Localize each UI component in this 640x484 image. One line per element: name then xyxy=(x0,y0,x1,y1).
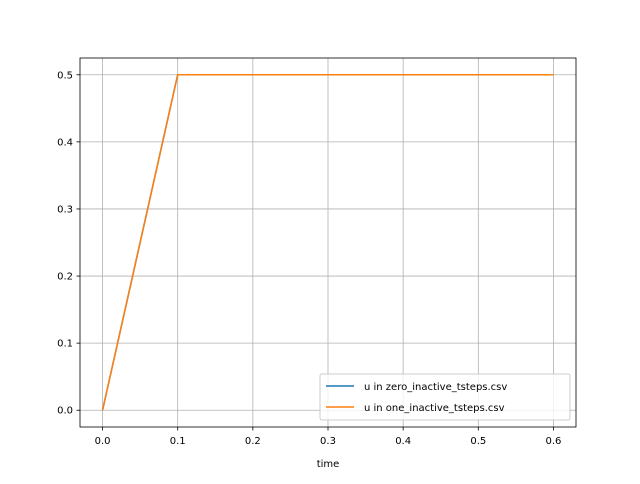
y-tick-label: 0.3 xyxy=(57,204,73,215)
x-tick-label: 0.3 xyxy=(320,436,336,447)
legend-box xyxy=(319,373,571,421)
ticks: 0.0 0.1 0.2 0.3 0.4 0.5 0.6 0.0 0.1 0.2 0.3 0.4 0.5 xyxy=(57,70,561,447)
y-tick-label: 0.1 xyxy=(57,339,73,350)
legend-label-0: u in zero_inactive_tsteps.csv xyxy=(364,382,507,393)
x-tick-label: 0.2 xyxy=(245,436,261,447)
legend-label-1: u in one_inactive_tsteps.csv xyxy=(364,403,505,414)
y-tick-label: 0.2 xyxy=(57,272,73,283)
x-axis-label: time xyxy=(317,459,340,470)
x-tick-label: 0.1 xyxy=(170,436,186,447)
series-lines xyxy=(101,74,554,411)
x-tick-label: 0.0 xyxy=(95,436,111,447)
series-line-1 xyxy=(101,74,554,411)
y-tick-label: 0.0 xyxy=(57,406,73,417)
x-tick-label: 0.4 xyxy=(395,436,411,447)
x-tick-label: 0.5 xyxy=(470,436,486,447)
y-tick-label: 0.4 xyxy=(57,137,73,148)
y-tick-label: 0.5 xyxy=(57,70,73,81)
legend: u in zero_inactive_tsteps.csv u in one_i… xyxy=(319,373,571,421)
grid xyxy=(80,58,576,427)
x-tick-label: 0.6 xyxy=(546,436,562,447)
